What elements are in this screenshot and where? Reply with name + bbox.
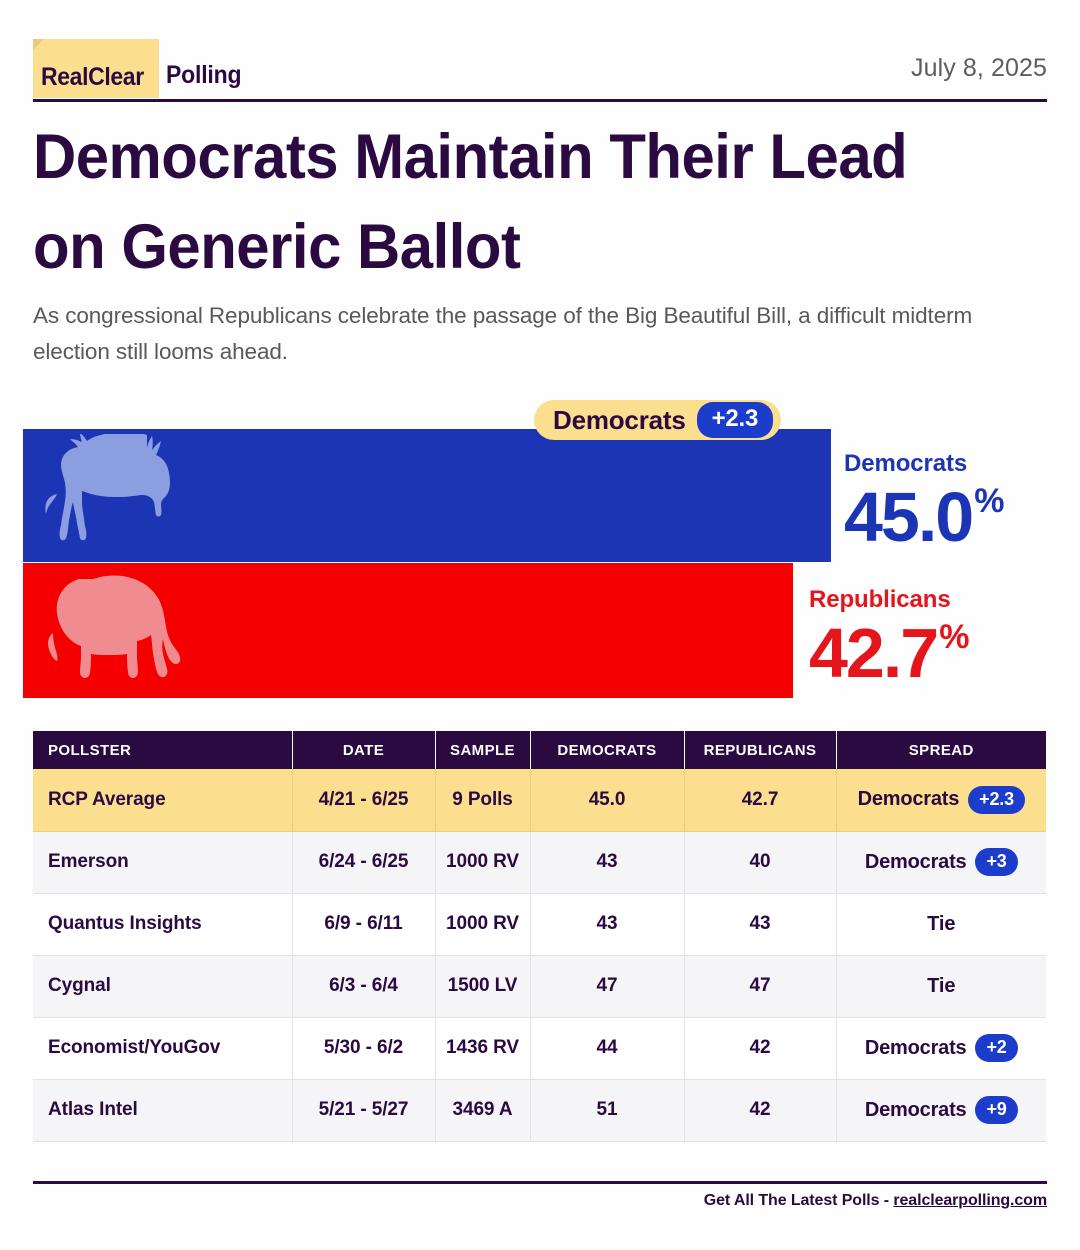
cell-date: 6/9 - 6/11 — [292, 893, 436, 956]
cell-pollster: Economist/YouGov — [33, 1017, 293, 1080]
spread-party-label: Democrats — [864, 1098, 967, 1121]
result-democrats-value: 45.0 — [844, 478, 974, 556]
cell-date: 6/3 - 6/4 — [292, 955, 436, 1018]
cell-sample: 1000 RV — [435, 831, 531, 894]
cell-democrats: 43 — [530, 831, 685, 894]
publish-date: July 8, 2025 — [910, 54, 1047, 82]
spread-badge: Democrats +2.3 — [837, 785, 1047, 814]
footer: Get All The Latest Polls - realclearpoll… — [704, 1192, 1047, 1210]
result-republicans-label: Republicans — [809, 586, 951, 613]
table-row[interactable]: Economist/YouGov 5/30 - 6/2 1436 RV 44 42 Dem… — [33, 1017, 1047, 1080]
cell-republicans: 42 — [684, 1017, 837, 1080]
spread-party-label: Democrats — [857, 788, 960, 811]
elephant-icon — [48, 575, 181, 678]
cell-republicans: 43 — [684, 893, 837, 956]
cell-pollster: Cygnal — [33, 955, 293, 1018]
bar-republicans — [23, 563, 793, 698]
page-header: RealClear Polling July 8, 2025 — [33, 36, 1047, 98]
brand-name-secondary: Polling — [165, 61, 242, 89]
page-title: Democrats Maintain Their Lead on Generic… — [33, 122, 908, 283]
footer-text: Get All The Latest Polls - — [703, 1192, 894, 1209]
cell-date: 5/30 - 6/2 — [292, 1017, 436, 1080]
footer-link[interactable]: realclearpolling.com — [893, 1192, 1047, 1209]
table-row[interactable]: RCP Average 4/21 - 6/25 9 Polls 45.0 42.7 Dem… — [33, 769, 1047, 832]
bar-democrats — [23, 429, 831, 562]
cell-date: 4/21 - 6/25 — [292, 769, 436, 832]
brand-logo[interactable]: RealClear Polling — [33, 36, 248, 98]
lead-badge-value: +2.3 — [696, 402, 774, 438]
column-header-democrats[interactable]: DEMOCRATS — [530, 731, 685, 769]
cell-date: 5/21 - 5/27 — [292, 1079, 436, 1142]
cell-democrats: 45.0 — [530, 769, 685, 832]
cell-republicans: 40 — [684, 831, 837, 894]
poll-results-table: POLLSTER DATE SAMPLE DEMOCRATS REPUBLICA… — [33, 731, 1046, 1142]
header-divider — [33, 99, 1047, 102]
result-republicans-value-group: 42.7 % — [809, 618, 969, 688]
result-republicans-value: 42.7 — [809, 614, 939, 692]
table-row[interactable]: Quantus Insights 6/9 - 6/11 1000 RV 43 43 Tie — [33, 893, 1047, 956]
cell-spread: Democrats +2 — [836, 1017, 1047, 1080]
page-subtitle: As congressional Republicans celebrate t… — [33, 303, 973, 365]
lead-badge-label: Democrats — [553, 404, 686, 435]
cell-pollster: Atlas Intel — [33, 1079, 293, 1142]
result-democrats: Democrats 45.0 % — [844, 450, 1004, 553]
cell-sample: 1000 RV — [435, 893, 531, 956]
spread-value-pill: +2.3 — [968, 785, 1025, 814]
table-row[interactable]: Emerson 6/24 - 6/25 1000 RV 43 40 Democrats +3 — [33, 831, 1047, 894]
cell-pollster: Quantus Insights — [33, 893, 293, 956]
spread-badge: Democrats +3 — [837, 848, 1047, 876]
cell-democrats: 47 — [530, 955, 685, 1018]
cell-sample: 3469 A — [435, 1079, 531, 1142]
cell-democrats: 44 — [530, 1017, 685, 1080]
footer-divider — [33, 1181, 1047, 1184]
brand-logo-tag: RealClear — [33, 39, 159, 98]
cell-democrats: 43 — [530, 893, 685, 956]
spread-value-pill: +9 — [975, 1096, 1018, 1124]
donkey-icon — [45, 434, 170, 541]
spread-badge: Tie — [837, 975, 1047, 998]
spread-badge: Tie — [837, 913, 1047, 936]
column-header-pollster[interactable]: POLLSTER — [33, 731, 293, 769]
result-republicans: Republicans 42.7 % — [809, 586, 969, 689]
cell-democrats: 51 — [530, 1079, 685, 1142]
cell-sample: 9 Polls — [435, 769, 531, 832]
cell-republicans: 42.7 — [684, 769, 837, 832]
column-header-date[interactable]: DATE — [292, 731, 436, 769]
column-header-republicans[interactable]: REPUBLICANS — [684, 731, 837, 769]
cell-spread: Tie — [836, 955, 1047, 1018]
cell-date: 6/24 - 6/25 — [292, 831, 436, 894]
table-header-row: POLLSTER DATE SAMPLE DEMOCRATS REPUBLICA… — [33, 731, 1046, 769]
cell-spread: Democrats +2.3 — [836, 769, 1047, 832]
spread-tie-label: Tie — [927, 912, 956, 935]
cell-spread: Democrats +3 — [836, 831, 1047, 894]
cell-sample: 1436 RV — [435, 1017, 531, 1080]
spread-tie-label: Tie — [927, 974, 956, 997]
spread-badge: Democrats +9 — [837, 1096, 1047, 1124]
table-row[interactable]: Atlas Intel 5/21 - 5/27 3469 A 51 42 Democrat… — [33, 1079, 1047, 1142]
cell-pollster: RCP Average — [33, 769, 293, 832]
spread-value-pill: +2 — [975, 1034, 1018, 1062]
column-header-sample[interactable]: SAMPLE — [435, 731, 531, 769]
result-democrats-value-group: 45.0 % — [844, 482, 1004, 552]
spread-party-label: Democrats — [864, 850, 967, 873]
spread-value-pill: +3 — [975, 848, 1018, 876]
lead-badge: Democrats +2.3 — [534, 400, 782, 440]
result-democrats-percent-symbol: % — [974, 482, 1004, 520]
column-header-spread[interactable]: SPREAD — [836, 731, 1046, 769]
brand-name-primary: RealClear — [41, 63, 144, 91]
cell-spread: Democrats +9 — [836, 1079, 1047, 1142]
table-body: RCP Average 4/21 - 6/25 9 Polls 45.0 42.7 Dem… — [33, 769, 1047, 1142]
cell-republicans: 42 — [684, 1079, 837, 1142]
result-democrats-label: Democrats — [844, 450, 968, 477]
cell-republicans: 47 — [684, 955, 837, 1018]
cell-sample: 1500 LV — [435, 955, 531, 1018]
table-row[interactable]: Cygnal 6/3 - 6/4 1500 LV 47 47 Tie — [33, 955, 1047, 1018]
spread-party-label: Democrats — [864, 1036, 967, 1059]
cell-spread: Tie — [836, 893, 1047, 956]
result-republicans-percent-symbol: % — [939, 618, 969, 656]
spread-badge: Democrats +2 — [837, 1034, 1047, 1062]
cell-pollster: Emerson — [33, 831, 293, 894]
